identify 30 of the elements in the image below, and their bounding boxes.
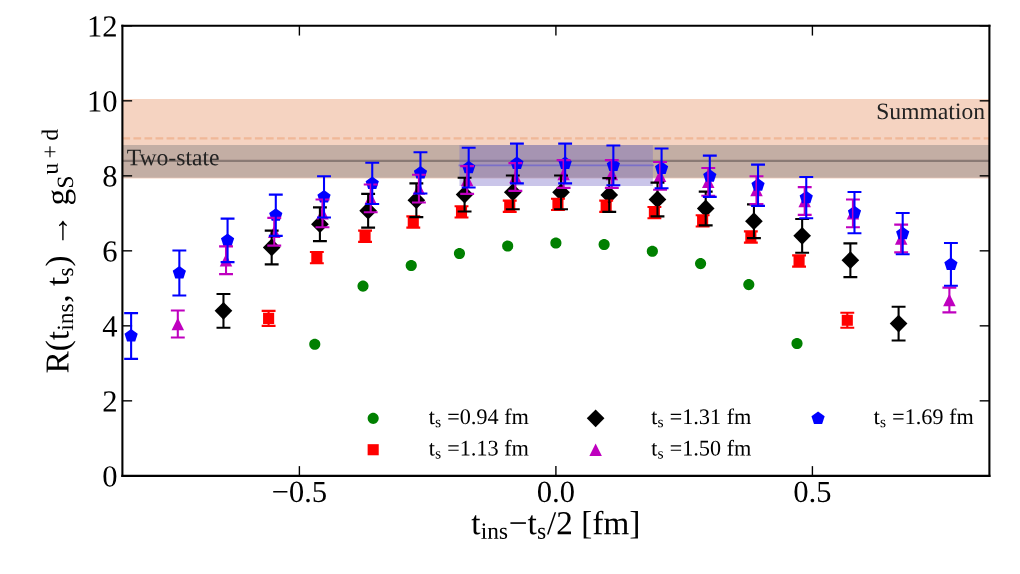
legend-label: t$_{s}$ =1.69 fm xyxy=(873,408,974,428)
x-axis-title: t$_{ins}$−t$_{s}$/2 [fm] xyxy=(471,510,638,539)
point xyxy=(646,245,658,257)
y-tick-label: 0 xyxy=(103,466,117,487)
y-tick-label: 8 xyxy=(103,166,117,187)
point xyxy=(791,337,803,350)
band-label: Summation xyxy=(877,103,985,120)
point xyxy=(743,279,755,291)
legend-label: t$_{s}$ =0.94 fm xyxy=(428,408,529,428)
y-axis-title: R(t$_{ins}$, t$_{s}$) → g$_{S}$$^{u+d}$ xyxy=(41,129,76,373)
point xyxy=(550,237,562,249)
point xyxy=(357,280,369,292)
y-tick-label: 4 xyxy=(102,316,118,337)
point xyxy=(502,240,514,252)
x-tick-label: −0.5 xyxy=(273,481,326,503)
x-tick-label: 0.0 xyxy=(537,481,574,503)
band-label: Two-state xyxy=(127,149,219,166)
point xyxy=(695,258,707,270)
point xyxy=(598,238,610,251)
y-tick-label: 10 xyxy=(89,91,117,112)
legend-label: t$_{s}$ =1.50 fm xyxy=(651,439,751,459)
point xyxy=(453,247,466,260)
point xyxy=(309,338,321,350)
legend-label: t$_{s}$ =1.31 fm xyxy=(651,408,751,428)
y-tick-label: 2 xyxy=(103,391,116,412)
y-tick-label: 6 xyxy=(103,241,117,262)
x-tick-label: 0.5 xyxy=(794,481,831,503)
point xyxy=(405,259,417,272)
y-tick-label: 12 xyxy=(89,16,116,37)
legend-label: t$_{s}$ =1.13 fm xyxy=(428,439,529,459)
